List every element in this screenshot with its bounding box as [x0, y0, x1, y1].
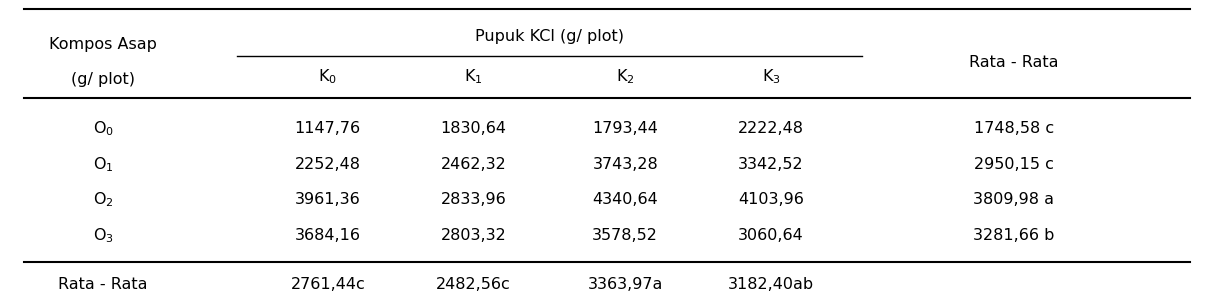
Text: 3281,66 b: 3281,66 b	[972, 228, 1055, 243]
Text: Rata - Rata: Rata - Rata	[58, 277, 148, 292]
Text: 2252,48: 2252,48	[295, 157, 361, 172]
Text: O$_2$: O$_2$	[92, 190, 114, 209]
Text: 2462,32: 2462,32	[441, 157, 506, 172]
Text: 3060,64: 3060,64	[738, 228, 804, 243]
Text: 1748,58 c: 1748,58 c	[974, 121, 1054, 136]
Text: 2950,15 c: 2950,15 c	[974, 157, 1054, 172]
Text: K$_1$: K$_1$	[464, 67, 483, 86]
Text: 2761,44c: 2761,44c	[290, 277, 365, 292]
Text: 2833,96: 2833,96	[441, 192, 506, 207]
Text: 1830,64: 1830,64	[441, 121, 506, 136]
Text: O$_0$: O$_0$	[92, 119, 114, 138]
Text: 3342,52: 3342,52	[738, 157, 804, 172]
Text: 3578,52: 3578,52	[592, 228, 658, 243]
Text: Kompos Asap: Kompos Asap	[50, 37, 157, 52]
Text: 4103,96: 4103,96	[738, 192, 804, 207]
Text: 2482,56c: 2482,56c	[436, 277, 511, 292]
Text: Pupuk KCl (g/ plot): Pupuk KCl (g/ plot)	[475, 30, 624, 44]
Text: 3684,16: 3684,16	[295, 228, 361, 243]
Text: K$_3$: K$_3$	[761, 67, 781, 86]
Text: K$_0$: K$_0$	[318, 67, 337, 86]
Text: 3363,97a: 3363,97a	[588, 277, 663, 292]
Text: K$_2$: K$_2$	[615, 67, 635, 86]
Text: O$_1$: O$_1$	[92, 155, 114, 174]
Text: 2803,32: 2803,32	[441, 228, 506, 243]
Text: Rata - Rata: Rata - Rata	[969, 55, 1059, 70]
Text: 3743,28: 3743,28	[592, 157, 658, 172]
Text: 2222,48: 2222,48	[738, 121, 804, 136]
Text: 3809,98 a: 3809,98 a	[974, 192, 1054, 207]
Text: 3182,40ab: 3182,40ab	[728, 277, 813, 292]
Text: 3961,36: 3961,36	[295, 192, 361, 207]
Text: O$_3$: O$_3$	[92, 226, 114, 245]
Text: (g/ plot): (g/ plot)	[72, 73, 135, 87]
Text: 1147,76: 1147,76	[295, 121, 361, 136]
Text: 1793,44: 1793,44	[592, 121, 658, 136]
Text: 4340,64: 4340,64	[592, 192, 658, 207]
